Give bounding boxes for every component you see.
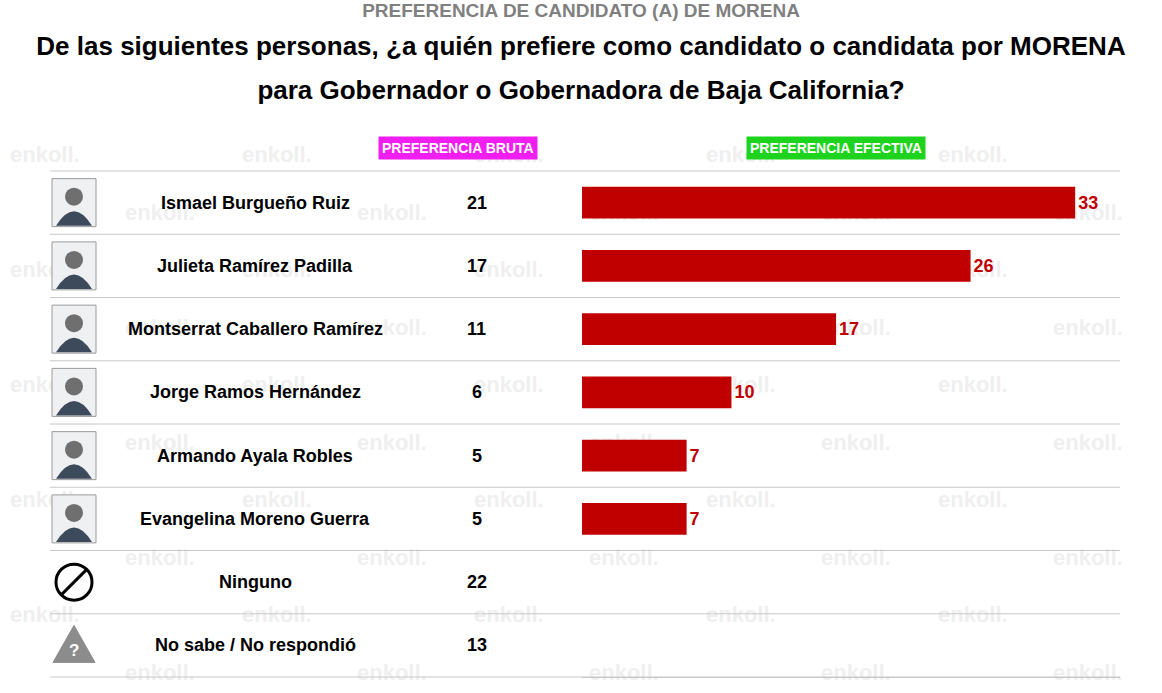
svg-text:5: 5	[472, 446, 482, 466]
svg-text:7: 7	[690, 509, 700, 529]
svg-text:26: 26	[974, 256, 994, 276]
svg-text:No sabe / No respondió: No sabe / No respondió	[155, 635, 356, 655]
svg-text:10: 10	[734, 382, 754, 402]
svg-text:21: 21	[467, 193, 487, 213]
svg-text:13: 13	[467, 635, 487, 655]
svg-text:Julieta Ramírez Padilla: Julieta Ramírez Padilla	[157, 256, 353, 276]
svg-text:33: 33	[1078, 193, 1098, 213]
svg-text:?: ?	[69, 641, 79, 660]
svg-text:Ninguno: Ninguno	[219, 572, 292, 592]
svg-text:Ismael Burgueño Ruiz: Ismael Burgueño Ruiz	[161, 193, 350, 213]
svg-text:PREFERENCIA EFECTIVA: PREFERENCIA EFECTIVA	[750, 140, 922, 156]
svg-text:5: 5	[472, 509, 482, 529]
svg-text:17: 17	[839, 319, 859, 339]
svg-text:11: 11	[467, 319, 486, 339]
svg-text:17: 17	[467, 256, 487, 276]
svg-text:7: 7	[690, 446, 700, 466]
svg-text:6: 6	[472, 382, 482, 402]
svg-text:Evangelina Moreno Guerra: Evangelina Moreno Guerra	[140, 509, 370, 529]
svg-text:Jorge Ramos Hernández: Jorge Ramos Hernández	[150, 382, 361, 402]
svg-text:22: 22	[467, 572, 487, 592]
svg-text:Armando Ayala Robles: Armando Ayala Robles	[157, 446, 353, 466]
svg-text:Montserrat Caballero Ramírez: Montserrat Caballero Ramírez	[128, 319, 383, 339]
svg-text:PREFERENCIA BRUTA: PREFERENCIA BRUTA	[382, 140, 534, 156]
